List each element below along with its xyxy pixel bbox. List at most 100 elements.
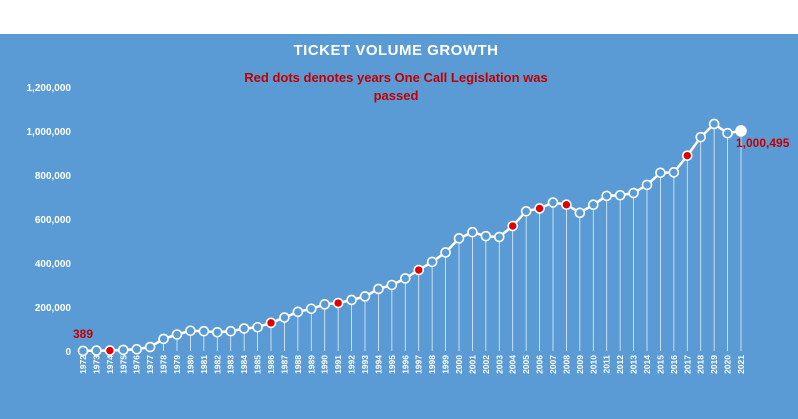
data-point bbox=[440, 247, 451, 258]
x-tick-label: 1986 bbox=[266, 355, 276, 374]
data-point bbox=[587, 199, 599, 210]
legislation-data-point bbox=[561, 199, 572, 210]
x-tick-label: 2000 bbox=[454, 355, 464, 374]
x-tick-label: 1973 bbox=[91, 355, 101, 374]
x-tick-label: 1975 bbox=[118, 355, 128, 374]
series-line bbox=[82, 122, 742, 353]
x-tick-label: 2013 bbox=[629, 355, 639, 374]
y-tick-label: 200,000 bbox=[35, 303, 72, 314]
x-tick-label: 2017 bbox=[682, 355, 692, 374]
x-tick-label: 2016 bbox=[669, 355, 679, 374]
data-point bbox=[359, 291, 371, 302]
y-tick-label: 600,000 bbox=[35, 215, 72, 226]
x-tick-label: 2001 bbox=[467, 355, 477, 374]
data-point bbox=[77, 345, 89, 357]
data-point bbox=[655, 167, 666, 179]
data-point bbox=[373, 283, 384, 295]
data-point bbox=[735, 125, 747, 137]
x-tick-label: 2014 bbox=[642, 355, 652, 374]
x-tick-label: 1995 bbox=[387, 355, 397, 374]
data-point bbox=[131, 343, 143, 355]
data-point bbox=[480, 230, 492, 242]
x-tick-label: 1996 bbox=[400, 355, 410, 374]
x-tick-label: 1997 bbox=[414, 355, 424, 374]
data-point bbox=[292, 306, 304, 318]
x-tick-label: 2011 bbox=[602, 355, 612, 374]
data-point bbox=[467, 226, 478, 238]
data-label: 1,000,495 bbox=[736, 136, 790, 150]
data-point bbox=[158, 333, 169, 345]
x-tick-label: 2009 bbox=[575, 355, 585, 374]
x-tick-label: 2012 bbox=[615, 355, 625, 374]
data-point bbox=[117, 344, 129, 356]
data-point bbox=[493, 231, 505, 243]
data-point bbox=[628, 187, 639, 199]
x-tick-label: 2007 bbox=[548, 355, 558, 374]
x-tick-label: 1982 bbox=[212, 355, 222, 374]
x-tick-label: 2005 bbox=[521, 355, 531, 374]
x-tick-label: 1984 bbox=[239, 355, 249, 374]
data-point bbox=[346, 294, 357, 306]
x-tick-label: 2019 bbox=[709, 355, 719, 374]
data-point bbox=[601, 190, 613, 202]
data-point bbox=[305, 303, 317, 315]
data-point bbox=[520, 206, 532, 217]
x-tick-label: 1980 bbox=[185, 355, 195, 374]
data-point bbox=[708, 118, 720, 130]
x-tick-label: 1976 bbox=[132, 355, 142, 374]
y-tick-label: 1,000,000 bbox=[27, 127, 72, 138]
x-tick-label: 1977 bbox=[145, 355, 155, 374]
x-tick-label: 1998 bbox=[427, 355, 437, 374]
data-point bbox=[426, 256, 438, 268]
data-point bbox=[91, 345, 102, 356]
data-point bbox=[453, 233, 465, 244]
y-tick-label: 1,200,000 bbox=[27, 83, 72, 94]
legislation-data-point bbox=[104, 345, 116, 356]
x-tick-label: 2002 bbox=[481, 355, 491, 374]
x-tick-label: 1988 bbox=[293, 355, 303, 374]
x-tick-label: 2021 bbox=[736, 355, 746, 374]
x-tick-label: 1972 bbox=[78, 355, 88, 374]
data-point bbox=[722, 127, 733, 139]
legislation-data-point bbox=[681, 150, 693, 161]
legislation-data-point bbox=[534, 203, 545, 214]
data-point bbox=[319, 299, 331, 310]
legislation-data-point bbox=[507, 220, 519, 232]
x-tick-label: 1992 bbox=[347, 355, 357, 374]
x-tick-label: 1983 bbox=[226, 355, 236, 374]
x-tick-label: 1989 bbox=[306, 355, 316, 374]
x-tick-label: 1990 bbox=[320, 355, 330, 374]
y-tick-label: 400,000 bbox=[35, 259, 72, 270]
x-tick-label: 1979 bbox=[172, 355, 182, 374]
data-point bbox=[185, 325, 196, 337]
x-tick-label: 1985 bbox=[253, 355, 263, 374]
x-tick-label: 2020 bbox=[723, 355, 733, 374]
x-tick-label: 1978 bbox=[159, 355, 169, 374]
data-point bbox=[225, 325, 237, 337]
data-point bbox=[279, 312, 290, 323]
x-tick-label: 1974 bbox=[105, 355, 115, 374]
data-point bbox=[171, 329, 183, 340]
legislation-data-point bbox=[332, 297, 344, 309]
data-point bbox=[547, 197, 559, 208]
chart-annotation-line1: Red dots denotes years One Call Legislat… bbox=[244, 70, 547, 85]
data-point bbox=[695, 131, 707, 143]
x-tick-label: 2010 bbox=[588, 355, 598, 374]
y-tick-label: 800,000 bbox=[35, 171, 72, 182]
chart-annotation-line2: passed bbox=[374, 88, 419, 103]
x-tick-label: 1981 bbox=[199, 355, 209, 374]
x-tick-label: 1993 bbox=[360, 355, 370, 374]
chart-svg: TICKET VOLUME GROWTH Red dots denotes ye… bbox=[27, 42, 790, 374]
x-tick-label: 2003 bbox=[494, 355, 504, 374]
data-point bbox=[641, 179, 653, 191]
data-point bbox=[211, 326, 223, 338]
data-label: 389 bbox=[73, 327, 93, 341]
data-point bbox=[386, 279, 398, 291]
y-tick-label: 0 bbox=[65, 347, 71, 358]
data-point bbox=[399, 273, 411, 284]
data-point bbox=[252, 321, 263, 333]
x-tick-label: 2015 bbox=[655, 355, 665, 374]
data-point bbox=[574, 207, 586, 219]
data-point bbox=[614, 189, 626, 201]
x-tick-label: 1994 bbox=[373, 355, 383, 374]
